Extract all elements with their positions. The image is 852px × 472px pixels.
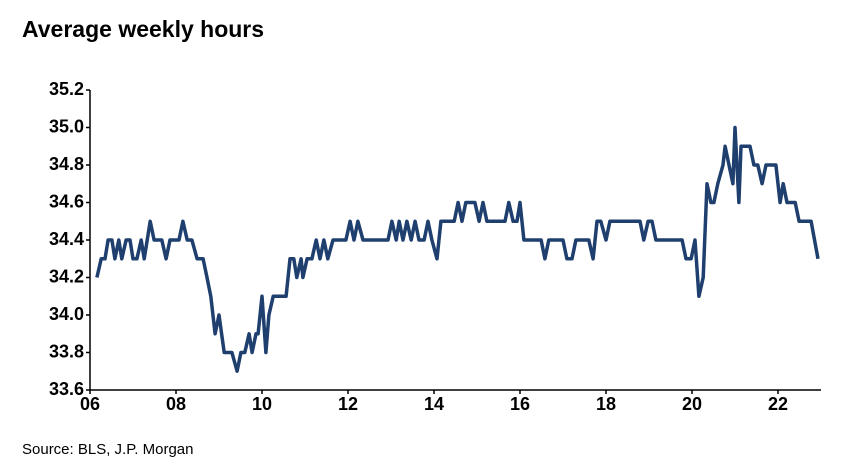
- x-tick-label: 14: [424, 394, 444, 414]
- y-tick-label: 34.2: [49, 266, 84, 286]
- x-tick-label: 12: [338, 394, 358, 414]
- x-tick-label: 18: [596, 394, 616, 414]
- y-tick-label: 34.4: [49, 229, 84, 249]
- y-tick-label: 35.0: [49, 116, 84, 136]
- y-tick-label: 34.0: [49, 304, 84, 324]
- x-tick-label: 16: [510, 394, 530, 414]
- y-tick-label: 34.6: [49, 191, 84, 211]
- x-tick-label: 10: [252, 394, 272, 414]
- x-tick-label: 08: [166, 394, 186, 414]
- y-tick-label: 35.2: [49, 79, 84, 99]
- x-tick-label: 06: [80, 394, 100, 414]
- x-tick-label: 20: [682, 394, 702, 414]
- y-tick-label: 34.8: [49, 154, 84, 174]
- y-tick-label: 33.8: [49, 341, 84, 361]
- data-line: [95, 125, 820, 373]
- y-tick-label: 33.6: [49, 379, 84, 399]
- source-note: Source: BLS, J.P. Morgan: [22, 441, 193, 458]
- x-tick-label: 22: [768, 394, 788, 414]
- chart-title: Average weekly hours: [22, 16, 264, 42]
